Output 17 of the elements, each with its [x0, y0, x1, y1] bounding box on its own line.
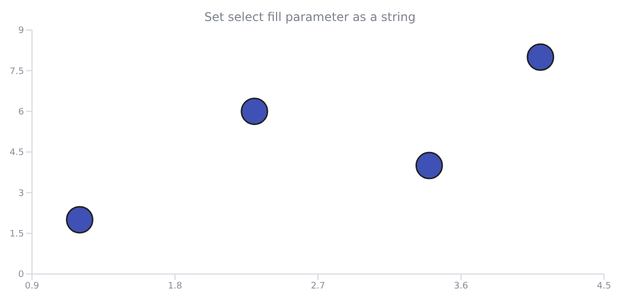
x-tick-label: 1.8 [168, 281, 182, 292]
y-tick-label: 6 [18, 108, 24, 118]
point [66, 206, 94, 234]
y-tick-label: 7.5 [10, 66, 24, 77]
point [415, 152, 443, 180]
point [526, 43, 554, 71]
y-tick-label: 4.5 [10, 148, 24, 158]
y-tick-label: 0 [18, 270, 24, 280]
y-tick-label: 9 [18, 26, 24, 36]
x-tick-label: 3.6 [454, 281, 468, 292]
y-tick-label: 3 [18, 188, 24, 199]
x-tick-label: 0.9 [24, 281, 40, 292]
chart-title: Set select fill parameter as a string [203, 9, 417, 26]
x-tick-label: 4.5 [596, 281, 612, 292]
y-tick-label: 1.5 [10, 230, 24, 240]
point [240, 98, 268, 126]
x-tick-label: 2.7 [310, 281, 326, 292]
